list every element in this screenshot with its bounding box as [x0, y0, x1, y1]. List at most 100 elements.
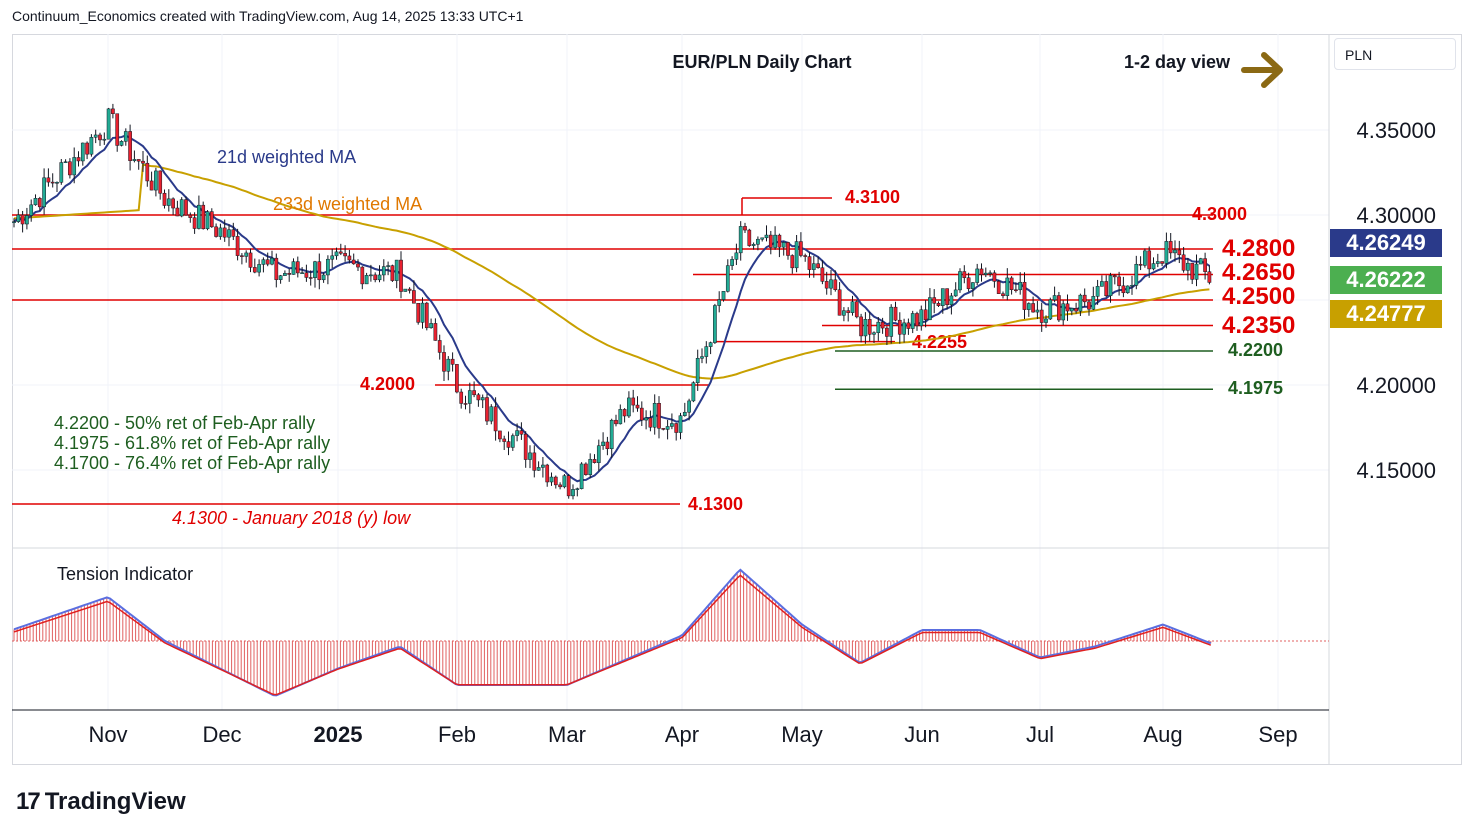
candle-body [424, 302, 429, 329]
candle-body [334, 251, 339, 257]
candle-body [777, 234, 782, 248]
candle-body [1108, 275, 1113, 297]
candle-body [506, 441, 511, 448]
candle-body [700, 356, 704, 359]
candle-body [1164, 241, 1169, 264]
candle-body [665, 426, 670, 430]
candle-body [244, 252, 249, 257]
level-label-4.2255: 4.2255 [912, 332, 967, 352]
time-tick-label: Apr [665, 722, 699, 747]
candle-body [622, 409, 627, 417]
candle-body [889, 306, 894, 337]
candle-body [136, 159, 141, 162]
candle-body [764, 234, 769, 239]
candle-body [50, 181, 55, 184]
tradingview-logo[interactable]: 17 TradingView [16, 788, 186, 816]
candle-body [1095, 286, 1100, 297]
candle-body [816, 263, 820, 268]
candle-body [171, 198, 175, 209]
candle-body [89, 137, 94, 155]
candle-body [773, 234, 777, 248]
candle-body [106, 108, 111, 140]
candle-body [46, 177, 51, 183]
candle-body [928, 297, 932, 321]
level-label-4.2200: 4.2200 [1228, 340, 1283, 360]
candle-body [846, 310, 851, 313]
candle-body [308, 277, 313, 279]
candle-body [459, 391, 464, 404]
candle-body [98, 134, 102, 141]
candle-body [631, 397, 636, 406]
candles [12, 103, 1212, 500]
candle-body [1039, 309, 1044, 323]
candle-body [85, 142, 89, 155]
candle-body [29, 204, 34, 216]
level-label-4.2800: 4.2800 [1222, 235, 1295, 262]
candle-body [201, 204, 206, 230]
current-price-tag: 4.26249 [1330, 229, 1442, 257]
candle-body [842, 310, 846, 316]
candle-body [730, 259, 734, 266]
price-tick-label: 4.30000 [1356, 203, 1436, 228]
tension-line [13, 574, 1212, 696]
candle-body [1155, 261, 1160, 264]
candle-body [880, 321, 885, 329]
symbol-box[interactable]: PLN [1334, 38, 1456, 70]
candle-body [93, 134, 98, 138]
candle-body [472, 390, 476, 396]
chart-title: EUR/PLN Daily Chart [672, 52, 851, 72]
candle-body [20, 214, 25, 225]
candle-body [72, 157, 77, 176]
candle-body [1160, 261, 1164, 264]
candle-body [1130, 285, 1134, 287]
candle-body [304, 272, 309, 278]
candle-body [721, 291, 726, 300]
candle-body [265, 259, 270, 265]
candle-body [326, 258, 330, 276]
candle-body [541, 464, 545, 468]
candle-body [476, 394, 481, 401]
candle-body [437, 340, 442, 353]
candle-body [644, 417, 648, 421]
candle-body [794, 241, 799, 269]
candle-body [330, 255, 335, 260]
candle-body [429, 323, 433, 329]
candle-body [945, 288, 949, 306]
candle-body [68, 161, 72, 176]
candle-body [1143, 250, 1147, 266]
level-label-4.2350: 4.2350 [1222, 312, 1295, 339]
candle-body [897, 319, 902, 335]
candle-body [1186, 262, 1190, 271]
candle-body [1147, 250, 1152, 270]
candle-body [975, 268, 980, 283]
candle-body [12, 221, 16, 223]
candle-body [691, 382, 696, 402]
candle-body [300, 272, 304, 274]
candle-body [639, 407, 644, 421]
candle-body [37, 198, 42, 208]
candle-body [1134, 263, 1139, 286]
candle-body [652, 403, 657, 428]
candle-body [274, 257, 279, 280]
level-label-4.3000: 4.3000 [1192, 204, 1247, 224]
candle-body [102, 138, 107, 141]
candle-body [158, 170, 163, 194]
time-tick-label: Aug [1143, 722, 1182, 747]
ma233-line [13, 163, 1210, 380]
candle-body [906, 322, 911, 329]
candle-body [618, 409, 623, 425]
ma233-price-tag: 4.24777 [1330, 300, 1442, 328]
candle-body [1194, 263, 1199, 280]
candle-body [532, 452, 537, 471]
candle-body [369, 274, 373, 277]
candle-body [738, 226, 743, 254]
candle-body [601, 441, 605, 446]
time-tick-label: Jun [904, 722, 939, 747]
candle-body [192, 217, 197, 229]
candle-body [485, 397, 489, 422]
candle-body [175, 207, 180, 217]
candle-body [799, 241, 803, 256]
candle-body [1117, 276, 1121, 287]
candle-body [940, 288, 945, 306]
candle-body [403, 288, 408, 292]
